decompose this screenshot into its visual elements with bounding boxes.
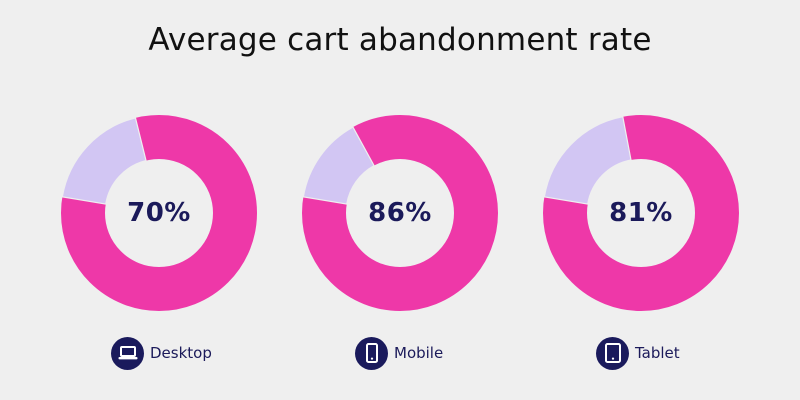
abandoned-segment (543, 115, 739, 311)
legend-label: Mobile (394, 344, 444, 362)
percentage-label: 81% (609, 198, 673, 228)
donut-chart-tablet: 81% (542, 114, 740, 312)
smartphone-icon (355, 336, 388, 370)
tablet-icon (596, 336, 629, 370)
donut-chart-mobile: 86% (301, 114, 499, 312)
not-abandoned-segment (302, 126, 375, 205)
abandoned-segment (302, 115, 498, 311)
not-abandoned-segment (543, 116, 632, 205)
donut-ring (302, 115, 498, 311)
legend-mobile: Mobile (355, 336, 444, 370)
not-abandoned-segment (61, 117, 147, 205)
donut-chart-desktop: 70% (60, 114, 258, 312)
legend-label: Desktop (150, 344, 212, 362)
percentage-label: 86% (368, 198, 432, 228)
legend-tablet: Tablet (596, 336, 680, 370)
legend-desktop: Desktop (111, 336, 212, 370)
donut-ring (543, 115, 739, 311)
donut-ring (61, 115, 257, 311)
chart-title: Average cart abandonment rate (148, 22, 652, 58)
abandoned-segment (61, 115, 257, 311)
legend-label: Tablet (635, 344, 680, 362)
laptop-icon (111, 336, 144, 370)
percentage-label: 70% (127, 198, 191, 228)
